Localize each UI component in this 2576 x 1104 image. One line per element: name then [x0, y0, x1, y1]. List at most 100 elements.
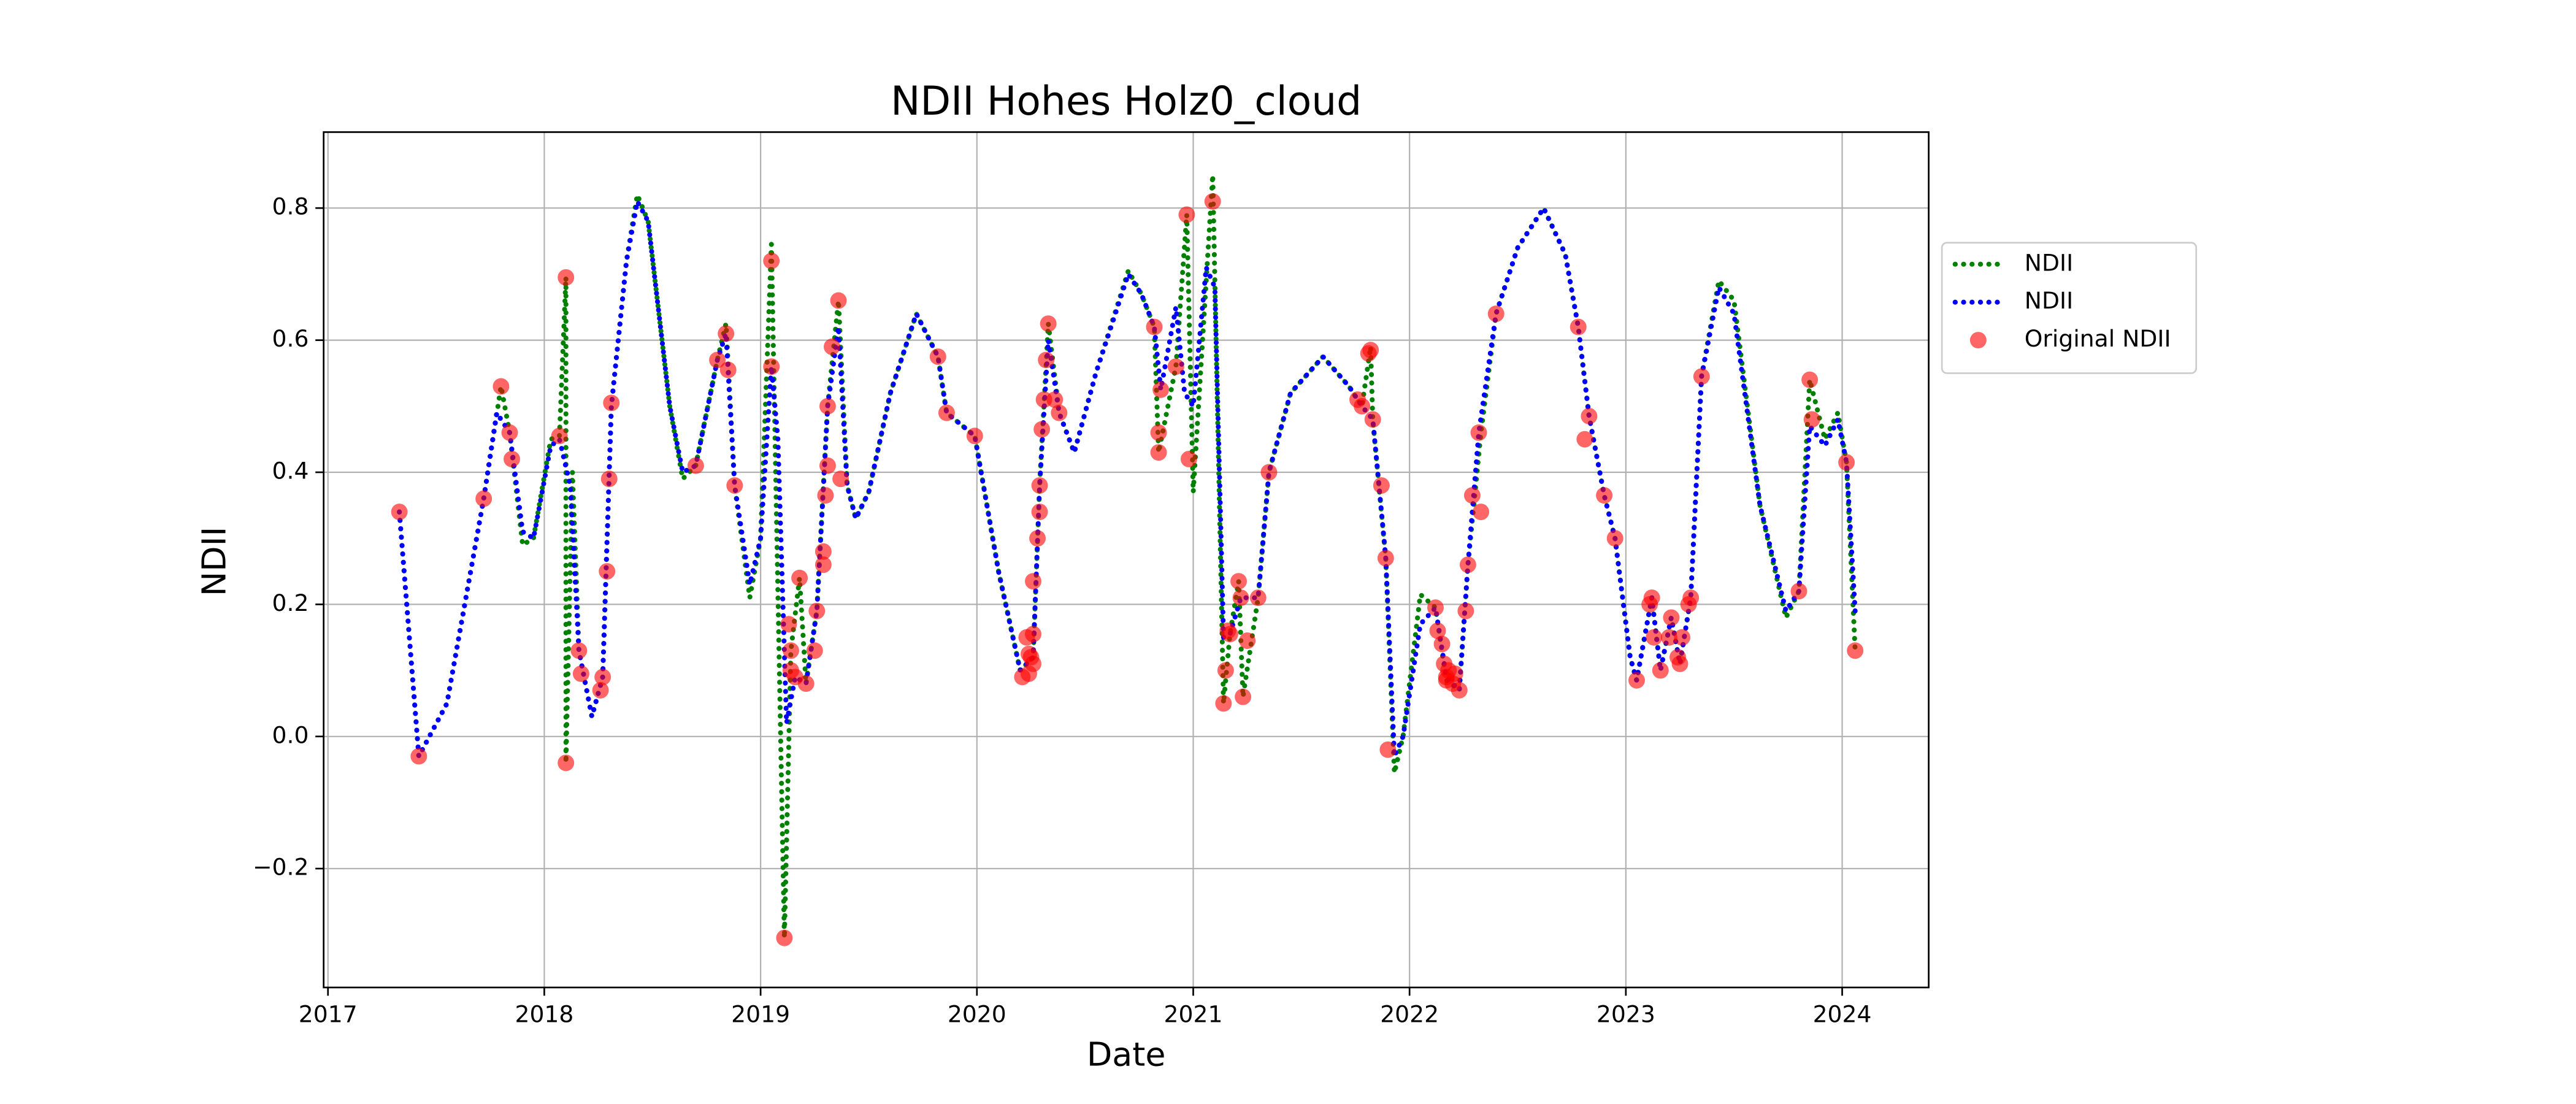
scatter-point	[1178, 206, 1195, 223]
scatter-point	[1581, 408, 1598, 424]
scatter-point	[1215, 695, 1232, 712]
scatter-point	[391, 504, 408, 521]
scatter-point	[726, 477, 743, 494]
scatter-point	[1038, 351, 1055, 369]
scatter-point	[493, 378, 510, 395]
scatter-point	[570, 642, 588, 659]
scatter-point	[1051, 404, 1068, 421]
scatter-point	[776, 929, 793, 946]
y-tick-label: 0.4	[272, 458, 309, 485]
scatter-point	[1180, 451, 1197, 467]
scatter-point	[1362, 342, 1379, 359]
x-axis-label: Date	[1087, 1035, 1166, 1074]
scatter-point	[1570, 318, 1587, 335]
scatter-point	[1429, 623, 1446, 639]
x-tick-label: 2022	[1380, 1000, 1439, 1027]
scatter-point	[819, 457, 836, 474]
scatter-point	[1230, 573, 1248, 590]
scatter-point	[709, 351, 726, 369]
scatter-point	[1487, 305, 1505, 323]
scatter-point	[1643, 589, 1660, 607]
scatter-point	[1427, 599, 1444, 616]
scatter-point	[1628, 672, 1645, 689]
scatter-point	[1660, 629, 1677, 646]
scatter-point	[1674, 629, 1691, 646]
scatter-point	[1377, 550, 1394, 567]
scatter-point	[1029, 530, 1046, 547]
scatter-point	[1379, 741, 1397, 758]
y-tick-label: 0.6	[272, 325, 309, 352]
scatter-point	[1239, 632, 1256, 650]
scatter-point	[1459, 556, 1476, 573]
scatter-point	[1646, 629, 1663, 646]
scatter-point	[1217, 662, 1234, 679]
scatter-point	[600, 470, 618, 488]
scatter-point	[718, 325, 735, 342]
x-tick-label: 2023	[1597, 1000, 1655, 1027]
scatter-point	[719, 361, 737, 378]
scatter-point	[763, 252, 780, 269]
legend-label: Original NDII	[2025, 325, 2171, 352]
scatter-point	[1801, 371, 1819, 388]
scatter-point	[1451, 681, 1468, 699]
scatter-point	[1790, 583, 1807, 600]
scatter-point	[1433, 635, 1451, 653]
legend-box	[1941, 242, 2198, 374]
scatter-point	[572, 665, 589, 682]
scatter-point	[1663, 609, 1680, 626]
scatter-point	[1204, 193, 1221, 210]
scatter-point	[1167, 358, 1184, 375]
scatter-point	[1025, 626, 1041, 643]
scatter-point	[599, 563, 616, 580]
scatter-point	[558, 754, 575, 772]
scatter-point	[929, 348, 946, 366]
scatter-point	[1040, 315, 1057, 332]
legend-label: NDII	[2025, 249, 2073, 276]
scatter-point	[780, 616, 797, 633]
chart-title: NDII Hohes Holz0_cloud	[891, 79, 1362, 125]
scatter-point	[1249, 589, 1267, 607]
scatter-point	[832, 470, 849, 488]
scatter-point	[819, 397, 836, 415]
scatter-point	[815, 543, 832, 560]
scatter-point	[783, 642, 799, 659]
scatter-point	[938, 404, 955, 421]
scatter-point	[475, 490, 493, 507]
scatter-point	[504, 451, 520, 467]
scatter-point	[1046, 391, 1064, 408]
scatter-point	[1031, 477, 1048, 494]
legend-marker	[1969, 332, 1987, 349]
scatter-point	[501, 424, 518, 441]
scatter-point	[824, 338, 840, 355]
scatter-point	[808, 602, 826, 619]
legend: NDII NDII Original NDII	[1941, 242, 2198, 374]
scatter-point	[1652, 662, 1669, 679]
scatter-point	[1838, 454, 1855, 471]
scatter-point	[1150, 424, 1167, 441]
plot-frame	[323, 131, 1930, 989]
scatter-point	[830, 292, 847, 309]
y-axis-label: NDII	[194, 527, 233, 596]
scatter-point	[1221, 626, 1238, 643]
x-tick-label: 2024	[1813, 1000, 1872, 1027]
legend-label: NDII	[2025, 287, 2073, 314]
line-series	[397, 199, 1858, 759]
scatter-point	[1260, 464, 1278, 481]
scatter-point	[1033, 421, 1051, 438]
scatter-point	[1596, 487, 1613, 504]
scatter-point	[1693, 368, 1710, 385]
scatter-point	[1682, 589, 1700, 607]
scatter-point	[1446, 665, 1463, 682]
y-tick-label: 0.8	[272, 193, 309, 220]
y-tick-label: −0.2	[253, 854, 309, 881]
scatter-point	[594, 669, 611, 686]
scatter-point	[1457, 602, 1474, 619]
scatter-point	[558, 269, 575, 286]
scatter-point	[603, 394, 620, 412]
scatter-point	[1606, 530, 1623, 547]
scatter-point	[1473, 504, 1490, 521]
scatter-point	[410, 748, 427, 765]
scatter-point	[1031, 504, 1048, 521]
scatter-point	[1847, 642, 1864, 659]
